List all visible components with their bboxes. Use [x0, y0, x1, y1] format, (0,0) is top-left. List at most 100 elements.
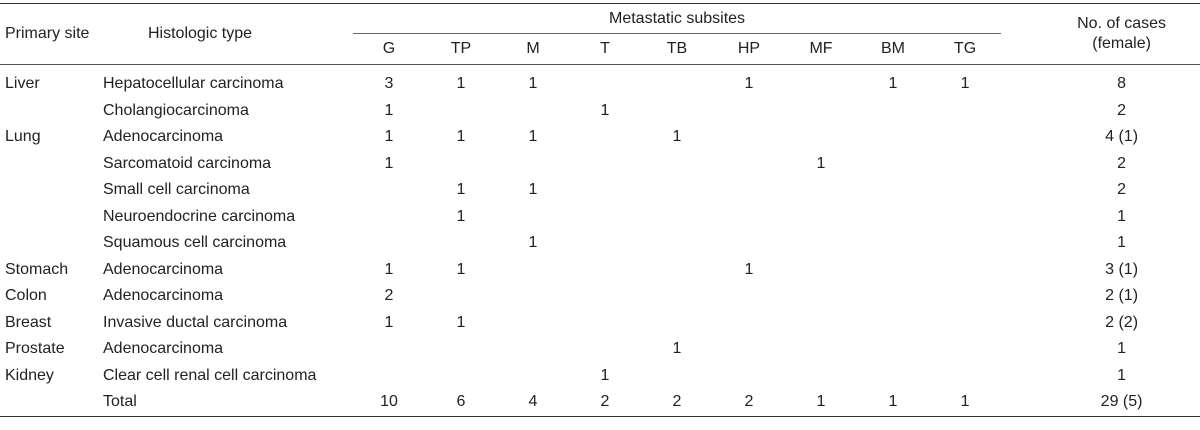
cell-subsite-tp: [425, 98, 497, 125]
cell-subsite-tp: [425, 283, 497, 310]
cell-subsite-t: [569, 151, 641, 178]
cell-spacer: [1001, 177, 1043, 204]
header-spacer: [1001, 4, 1043, 65]
cell-subsite-bm: [857, 336, 929, 363]
cell-spacer: [1001, 336, 1043, 363]
cell-subsite-tg: [929, 98, 1001, 125]
cell-primary-site: Prostate: [5, 340, 65, 358]
cell-subsite-g: 1: [384, 128, 394, 146]
cell-subsite-t: [569, 257, 641, 284]
cell-subsite-bm: [857, 151, 929, 178]
cell-subsite-mf: [785, 310, 857, 337]
cell-subsite-m: [497, 98, 569, 125]
cell-subsite-t: 1: [600, 101, 610, 119]
cell-histologic-type: Clear cell renal cell carcinoma: [103, 366, 317, 384]
cell-subsite-m: [497, 363, 569, 390]
cell-primary-site: [0, 230, 103, 257]
cell-primary-site: [0, 177, 103, 204]
cell-subsite-bm: [857, 363, 929, 390]
cell-subsite-m: [497, 151, 569, 178]
cell-no-of-cases: 2: [1117, 181, 1127, 199]
cell-subsite-g: [353, 336, 425, 363]
cell-subsite-tb: [641, 98, 713, 125]
cell-histologic-type: Total: [103, 393, 137, 411]
table-row: Neuroendocrine carcinoma 1 1: [0, 204, 1200, 231]
table-row: Liver Hepatocellular carcinoma 3 1 1 1 1 1 8: [0, 65, 1200, 98]
cell-spacer: [1001, 363, 1043, 390]
header-subsite-g: G: [382, 40, 396, 57]
cell-subsite-tp: 1: [456, 207, 466, 225]
cell-subsite-tb: 1: [672, 128, 682, 146]
cell-subsite-bm: [857, 177, 929, 204]
cell-subsite-t: 2: [600, 393, 610, 411]
cell-subsite-g: [353, 177, 425, 204]
cell-histologic-type: Invasive ductal carcinoma: [103, 313, 288, 331]
cell-subsite-g: 10: [380, 393, 398, 411]
cell-spacer: [1001, 151, 1043, 178]
cell-subsite-tp: 1: [456, 260, 466, 278]
cell-subsite-tg: [929, 310, 1001, 337]
cell-subsite-hp: [713, 177, 785, 204]
cell-subsite-t: [569, 177, 641, 204]
header-subsite-t: T: [600, 40, 610, 57]
cell-subsite-mf: [785, 363, 857, 390]
table-row: Cholangiocarcinoma 1 1 2: [0, 98, 1200, 125]
cell-subsite-tp: 1: [456, 128, 466, 146]
cell-subsite-tb: [641, 204, 713, 231]
cell-subsite-tp: 1: [456, 313, 466, 331]
cell-subsite-bm: [857, 124, 929, 151]
cell-subsite-g: [353, 204, 425, 231]
cell-spacer: [1001, 389, 1043, 416]
cell-no-of-cases: 1: [1117, 366, 1127, 384]
cell-subsite-bm: [857, 98, 929, 125]
cell-subsite-g: 1: [384, 313, 394, 331]
cell-subsite-m: 1: [528, 181, 538, 199]
cell-no-of-cases: 1: [1117, 207, 1127, 225]
cell-primary-site: Lung: [5, 128, 41, 146]
cell-subsite-tp: [425, 336, 497, 363]
cell-subsite-t: [569, 204, 641, 231]
cell-subsite-bm: [857, 257, 929, 284]
cell-subsite-tp: [425, 230, 497, 257]
table-row: Lung Adenocarcinoma 1 1 1 1 4 (1): [0, 124, 1200, 151]
cell-subsite-m: [497, 204, 569, 231]
cell-subsite-tg: [929, 230, 1001, 257]
cell-subsite-tg: 1: [960, 75, 970, 93]
cell-subsite-tg: [929, 257, 1001, 284]
cell-histologic-type: Adenocarcinoma: [103, 128, 224, 146]
cell-subsite-mf: [785, 98, 857, 125]
cell-histologic-type: Neuroendocrine carcinoma: [103, 207, 296, 225]
cell-histologic-type: Sarcomatoid carcinoma: [103, 154, 272, 172]
cell-subsite-m: [497, 310, 569, 337]
cell-spacer: [1001, 283, 1043, 310]
cell-histologic-type: Hepatocellular carcinoma: [103, 75, 284, 93]
cell-subsite-hp: [713, 124, 785, 151]
table-row: Colon Adenocarcinoma 2 2 (1): [0, 283, 1200, 310]
cell-no-of-cases: 2: [1117, 154, 1127, 172]
cell-subsite-mf: [785, 336, 857, 363]
cell-primary-site: Stomach: [5, 260, 69, 278]
cell-subsite-hp: 1: [744, 260, 754, 278]
cell-subsite-tg: [929, 204, 1001, 231]
cell-subsite-tb: [641, 363, 713, 390]
cell-subsite-tb: [641, 151, 713, 178]
cell-spacer: [1001, 230, 1043, 257]
cell-subsite-m: [497, 283, 569, 310]
cell-subsite-bm: [857, 283, 929, 310]
cell-subsite-t: [569, 230, 641, 257]
cell-spacer: [1001, 124, 1043, 151]
cell-subsite-bm: [857, 230, 929, 257]
cell-subsite-tb: [641, 177, 713, 204]
cell-histologic-type: Small cell carcinoma: [103, 181, 250, 199]
cell-subsite-hp: [713, 310, 785, 337]
table-row: Stomach Adenocarcinoma 1 1 1 3 (1): [0, 257, 1200, 284]
cell-subsite-m: 1: [528, 75, 538, 93]
cell-primary-site: Liver: [5, 75, 40, 93]
header-no-of-cases: No. of cases (female): [1043, 4, 1200, 65]
header-metastatic-subsites: Metastatic subsites: [353, 4, 1002, 34]
header-subsite-tb: TB: [666, 40, 688, 57]
cell-primary-site: [0, 389, 103, 416]
cell-subsite-tg: [929, 177, 1001, 204]
cell-histologic-type: Adenocarcinoma: [103, 287, 224, 305]
cell-subsite-hp: [713, 204, 785, 231]
